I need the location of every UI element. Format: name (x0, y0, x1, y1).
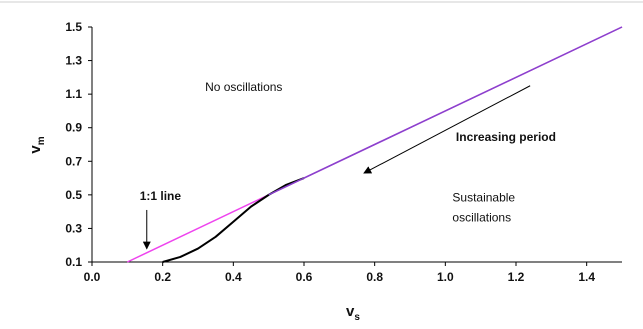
annotation-1-1-line: 1:1 line (140, 189, 182, 203)
x-tick-label: 1.2 (508, 270, 525, 284)
x-tick-label: 0.0 (84, 270, 101, 284)
y-tick-label: 1.1 (65, 87, 82, 101)
y-tick-label: 0.5 (65, 188, 82, 202)
x-tick-label: 0.6 (296, 270, 313, 284)
plot-area: 1.5 1.3 1.1 0.9 0.7 0.5 0.3 0.10.0 0.2 0.4 0.6 0.8 1… (65, 20, 623, 284)
series-line-2 (162, 177, 305, 263)
x-axis-label-sub: s (354, 312, 360, 323)
x-tick-label: 0.8 (366, 270, 383, 284)
series-line-3 (268, 26, 623, 196)
annotation-oscillations: oscillations (452, 211, 511, 225)
increasing-period-arrow (363, 85, 531, 174)
y-axis-label: vm (27, 136, 47, 153)
x-tick-label: 1.0 (437, 270, 454, 284)
y-tick-label: 0.1 (65, 255, 82, 269)
y-axis-label-sub: m (36, 136, 47, 145)
annotation-no-oscillations: No oscillations (205, 80, 282, 94)
y-tick-label: 0.3 (65, 221, 82, 235)
x-axis-label-main: v (346, 303, 355, 320)
annotation-increasing-period: Increasing period (456, 130, 556, 144)
x-tick-label: 1.4 (578, 270, 595, 284)
annotation-sustainable: Sustainable (452, 191, 515, 205)
x-tick-label: 0.4 (225, 270, 242, 284)
y-tick-label: 0.7 (65, 154, 82, 168)
y-axis-label-main: v (27, 145, 44, 154)
x-tick-label: 0.2 (154, 270, 171, 284)
y-tick-label: 0.9 (65, 121, 82, 135)
y-tick-label: 1.5 (65, 20, 82, 34)
x-axis-label: vs (346, 303, 360, 323)
y-tick-label: 1.3 (65, 54, 82, 68)
